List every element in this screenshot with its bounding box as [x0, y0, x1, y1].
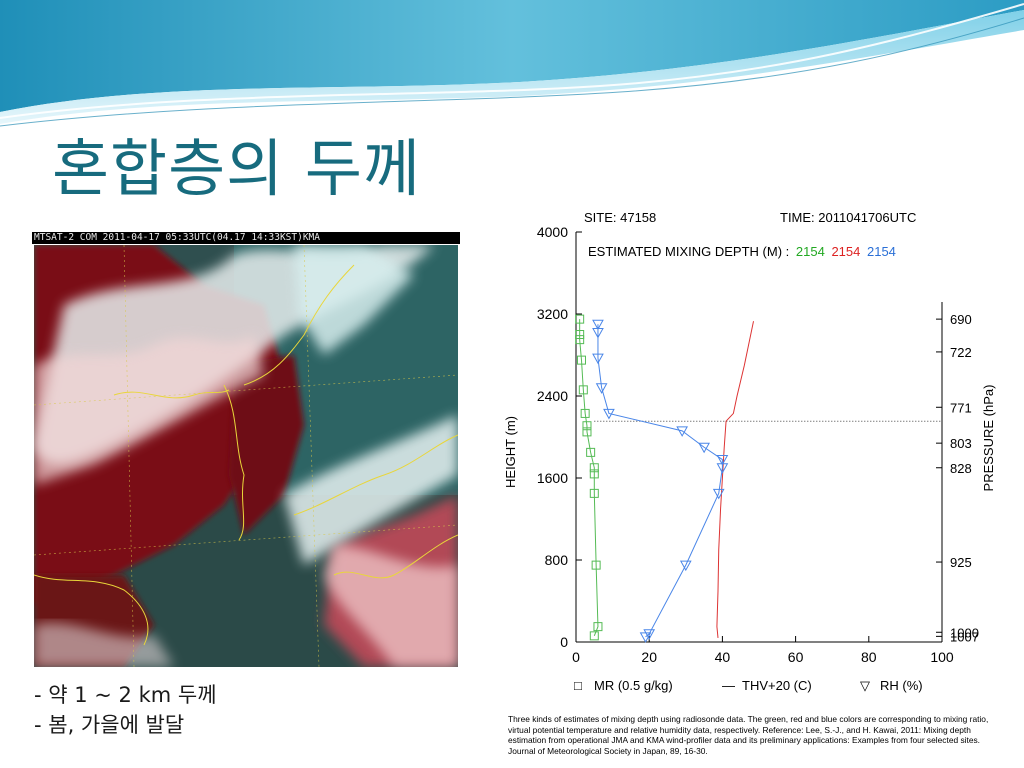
mr-data-point [582, 427, 592, 437]
y-axis-right-label: PRESSURE (hPa) [981, 385, 996, 492]
rh-data-point [595, 383, 608, 394]
x-tick-label: 0 [572, 649, 580, 665]
y-tick-label: 0 [560, 634, 568, 650]
mr-data-point [591, 560, 601, 570]
mr-data-point [589, 631, 599, 641]
legend-symbol: — [722, 678, 735, 693]
mixing-depth-value-mr: 2154 [796, 244, 825, 259]
mr-data-point [576, 355, 586, 365]
rh-data-point [698, 442, 710, 454]
rh-data-point [639, 632, 652, 643]
rh-data-point [716, 463, 729, 474]
x-tick-label: 60 [788, 649, 804, 665]
y-tick-label: 4000 [537, 224, 568, 240]
mr-data-point [589, 469, 599, 479]
plot-area: 0 800 1600 2400 3200 4000 0 20 40 60 80 100 690 722 77… [537, 224, 979, 665]
mr-data-point [582, 421, 592, 431]
rh-data-point [676, 426, 688, 437]
y-tick-label: 1600 [537, 470, 568, 486]
pressure-tick-label: 771 [950, 400, 972, 415]
y-tick-label: 3200 [537, 306, 568, 322]
y-axis-label: HEIGHT (m) [503, 416, 518, 488]
pressure-tick-label: 925 [950, 555, 972, 570]
slide-title: 혼합층의 두께 [52, 132, 421, 205]
legend-label: THV+20 (C) [742, 678, 812, 693]
chart-legend: □ MR (0.5 g/kg) — THV+20 (C) ▽ RH (%) [574, 678, 923, 693]
pressure-tick-label: 828 [950, 461, 972, 476]
y-tick-label: 2400 [537, 388, 568, 404]
x-tick-label: 40 [715, 649, 731, 665]
bullet-list: - 약 1 ~ 2 km 두께 - 봄, 가을에 발달 [34, 680, 217, 740]
chart-mixing-depth-label: ESTIMATED MIXING DEPTH (M) : 2154 2154 2… [588, 244, 896, 259]
legend-symbol: □ [574, 678, 582, 693]
pressure-tick-label: 1007 [950, 629, 979, 644]
bullet-item: - 약 1 ~ 2 km 두께 [34, 683, 217, 707]
mr-data-point [589, 463, 599, 473]
rh-data-point [592, 327, 604, 339]
mr-data-point [575, 330, 585, 339]
header-wave-decoration [0, 0, 1024, 127]
mr-data-point [589, 488, 599, 498]
legend-label: RH (%) [880, 678, 923, 693]
x-tick-label: 80 [861, 649, 877, 665]
chart-time-label: TIME: 2011041706UTC [780, 212, 916, 225]
pressure-tick-label: 722 [950, 345, 972, 360]
rh-data-point [603, 408, 615, 420]
rh-data-point [716, 455, 729, 466]
mr-data-point [575, 335, 585, 345]
mixing-depth-label-text: ESTIMATED MIXING DEPTH (M) : [588, 244, 789, 259]
chart-caption: Three kinds of estimates of mixing depth… [508, 714, 989, 756]
mixing-depth-value-thv: 2154 [831, 244, 860, 259]
x-tick-label: 20 [641, 649, 657, 665]
mr-data-point [575, 314, 585, 324]
mr-data-point [593, 622, 603, 632]
legend-symbol: ▽ [860, 678, 870, 693]
pressure-tick-label: 690 [950, 312, 972, 327]
chart-site-label: SITE: 47158 [584, 212, 656, 225]
bullet-item: - 봄, 가을에 발달 [34, 713, 185, 737]
pressure-tick-label: 803 [950, 436, 972, 451]
x-tick-label: 100 [930, 649, 954, 665]
rh-data-point [643, 629, 656, 640]
series-line [579, 319, 599, 637]
pressure-tick-label: 1000 [950, 625, 979, 640]
rh-data-point [592, 353, 604, 365]
satellite-image-panel: MTSAT-2 COM 2011-04-17 05:33UTC(04.17 14… [30, 212, 460, 667]
series-line [597, 324, 723, 638]
mr-data-point [586, 447, 596, 457]
legend-label: MR (0.5 g/kg) [594, 678, 673, 693]
rh-data-point [712, 488, 725, 500]
satellite-image-header: MTSAT-2 COM 2011-04-17 05:33UTC(04.17 14… [32, 232, 460, 244]
mixing-depth-chart: SITE: 47158 TIME: 2011041706UTC ESTIMATE… [490, 212, 1010, 712]
rh-data-point [679, 560, 692, 572]
mr-data-point [578, 385, 588, 395]
rh-data-point [592, 319, 604, 331]
y-tick-label: 800 [545, 552, 569, 568]
mixing-depth-value-rh: 2154 [867, 244, 896, 259]
satellite-image [34, 245, 458, 667]
mr-data-point [580, 408, 590, 418]
